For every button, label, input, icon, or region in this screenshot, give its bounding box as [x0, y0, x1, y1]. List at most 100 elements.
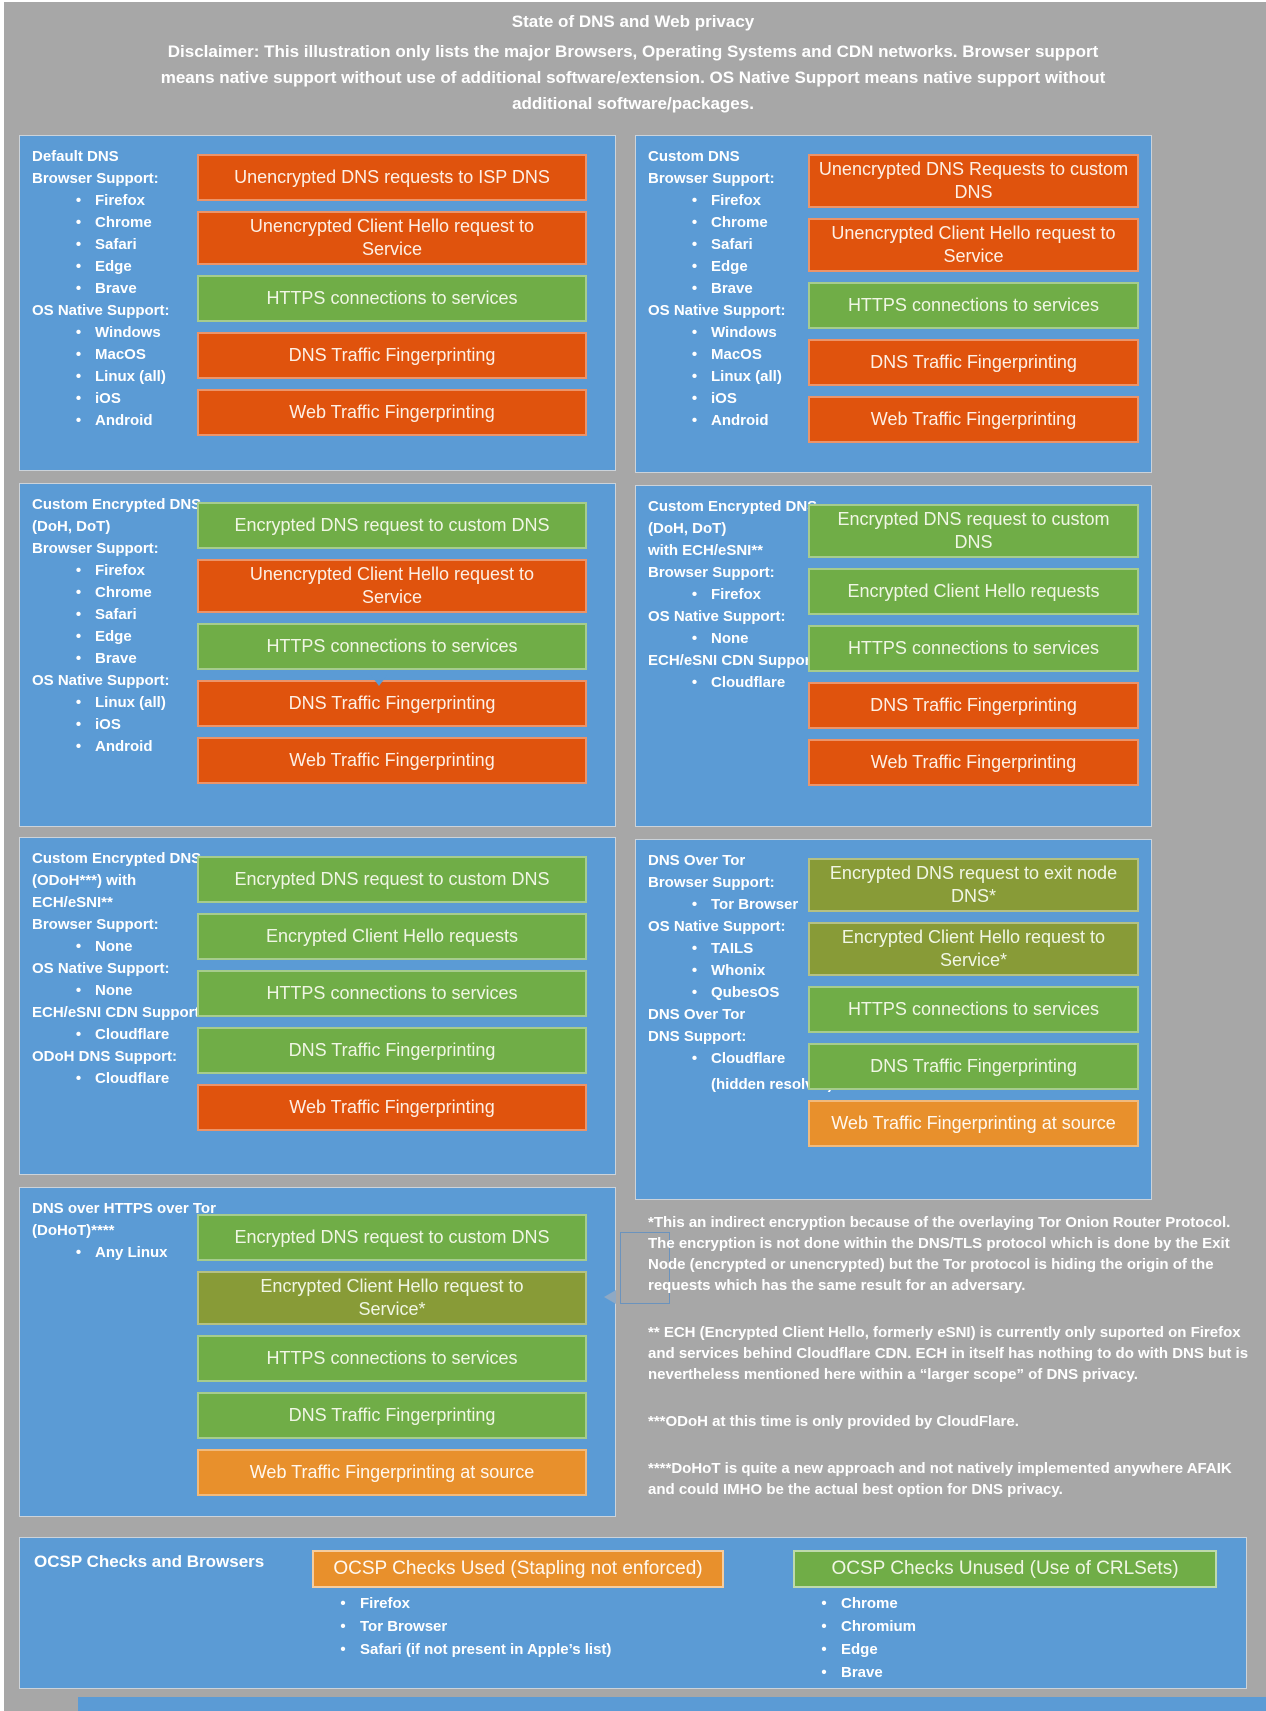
- support-heading: (DoHoT)****: [32, 1222, 115, 1239]
- support-bullet-item: Cloudflare: [32, 1024, 197, 1046]
- support-heading: DNS Over Tor: [648, 852, 746, 869]
- support-bullet-item: None: [648, 628, 808, 650]
- ocsp-unused-browser-list: ChromeChromiumEdgeBrave: [793, 1592, 1217, 1684]
- panel-custom-encrypted-dns-odoh: Custom Encrypted DNS (ODoH***) with ECH/eS…: [19, 837, 616, 1175]
- callout-connector: [620, 1232, 670, 1304]
- ocsp-used-header: OCSP Checks Used (Stapling not enforced): [312, 1550, 724, 1588]
- page-header: State of DNS and Web privacy Disclaimer:…: [0, 0, 1266, 117]
- support-heading: ODoH DNS Support:: [32, 1048, 177, 1065]
- support-list: DNS over HTTPS over Tor (DoHoT)**** Any Li…: [20, 1188, 216, 1516]
- support-bullet-item: QubesOS: [648, 982, 808, 1004]
- status-bars: Encrypted DNS request to exit node DNS* E…: [808, 840, 1151, 1199]
- status-bar: Encrypted DNS request to custom DNS: [808, 504, 1139, 558]
- status-bar: Encrypted DNS request to custom DNS: [197, 856, 587, 903]
- footnote-3: ***ODoH at this time is only provided by…: [648, 1413, 1019, 1430]
- browser-list-item: Chromium: [793, 1615, 1217, 1638]
- support-list: Custom Encrypted DNS (DoH, DoT) with ECH/e…: [636, 486, 821, 826]
- status-bar: Encrypted Client Hello requests: [197, 913, 587, 960]
- panel-dohot: DNS over HTTPS over Tor (DoHoT)**** Any Li…: [19, 1187, 616, 1517]
- status-bar: Unencrypted DNS Requests to custom DNS: [808, 154, 1139, 208]
- status-bar: DNS Traffic Fingerprinting: [197, 680, 587, 727]
- support-bullet-item: Safari: [32, 604, 197, 626]
- support-heading: DNS Over Tor: [648, 1006, 746, 1023]
- status-bar: DNS Traffic Fingerprinting: [808, 682, 1139, 729]
- support-bullet-item: Chrome: [32, 582, 197, 604]
- panel-custom-encrypted-dns-ech-esni: Custom Encrypted DNS (DoH, DoT) with ECH/e…: [635, 485, 1152, 827]
- footnote-4: ****DoHoT is quite a new approach and no…: [648, 1460, 1232, 1498]
- support-heading: (DoH, DoT): [32, 518, 111, 535]
- support-bullet-item: None: [32, 936, 197, 958]
- status-bar: HTTPS connections to services: [197, 623, 587, 670]
- browser-list-item: Tor Browser: [312, 1615, 724, 1638]
- support-bullet-item: Brave: [648, 278, 808, 300]
- browser-list-item: Firefox: [312, 1592, 724, 1615]
- status-bar: Web Traffic Fingerprinting at source: [197, 1449, 587, 1496]
- status-bar: HTTPS connections to services: [808, 986, 1139, 1033]
- support-heading: Browser Support:: [648, 874, 775, 891]
- status-bars: Encrypted DNS request to custom DNS Encry…: [197, 1188, 615, 1516]
- support-bullet-item: Any Linux: [32, 1242, 197, 1264]
- support-bullet-item: Brave: [32, 648, 197, 670]
- support-heading: OS Native Support:: [648, 302, 786, 319]
- status-bars: Encrypted DNS request to custom DNS Unenc…: [197, 484, 615, 826]
- status-bars: Encrypted DNS request to custom DNS Encry…: [808, 486, 1151, 826]
- support-heading: DNS Support:: [648, 1028, 747, 1045]
- support-heading: with ECH/eSNI**: [648, 542, 764, 559]
- support-bullet-item: Edge: [648, 256, 808, 278]
- support-bullet-item: Windows: [32, 322, 197, 344]
- support-heading: Custom DNS: [648, 148, 740, 165]
- status-bar: Encrypted Client Hello request to Servic…: [197, 1271, 587, 1325]
- callout-arrow-icon: [604, 1290, 616, 1304]
- footnotes: *This an indirect encryption because of …: [648, 1212, 1260, 1526]
- status-bars: Encrypted DNS request to custom DNS Encry…: [197, 838, 615, 1174]
- support-bullet-item: Edge: [32, 626, 197, 648]
- support-bullet-item: Cloudflare: [648, 672, 808, 694]
- connector-arrow-icon: [370, 674, 388, 686]
- support-list: Custom DNS Browser Support: FirefoxChromeS…: [636, 136, 808, 472]
- support-bullet-item: iOS: [32, 714, 197, 736]
- support-heading: (ODoH***) with: [32, 872, 137, 889]
- support-heading: ECH/eSNI**: [32, 894, 113, 911]
- status-bar: Encrypted Client Hello request to Servic…: [808, 922, 1139, 976]
- status-bar: DNS Traffic Fingerprinting: [197, 332, 587, 379]
- support-bullet-item: Chrome: [648, 212, 808, 234]
- page-edge-left: [0, 0, 4, 1711]
- support-bullet-item: Firefox: [32, 190, 197, 212]
- page-edge-top: [0, 0, 1266, 2]
- support-bullet-item: Linux (all): [32, 692, 197, 714]
- support-bullet-item: Whonix: [648, 960, 808, 982]
- support-bullet-item: Android: [32, 410, 197, 432]
- support-bullet-item: None: [32, 980, 197, 1002]
- ocsp-used-browser-list: FirefoxTor BrowserSafari (if not present…: [312, 1592, 724, 1661]
- support-bullet-item: MacOS: [32, 344, 197, 366]
- status-bar: DNS Traffic Fingerprinting: [808, 339, 1139, 386]
- status-bar: HTTPS connections to services: [197, 970, 587, 1017]
- support-bullet-item: Cloudflare: [648, 1048, 808, 1070]
- support-bullet-item: Firefox: [32, 560, 197, 582]
- status-bar: Unencrypted DNS requests to ISP DNS: [197, 154, 587, 201]
- ocsp-unused-column: OCSP Checks Unused (Use of CRLSets) Chro…: [793, 1550, 1217, 1684]
- support-list: Custom Encrypted DNS (DoH, DoT) Browser Su…: [20, 484, 201, 826]
- panel-default-dns: Default DNS Browser Support: FirefoxChrome…: [19, 135, 616, 471]
- footnote-2: ** ECH (Encrypted Client Hello, formerly…: [648, 1324, 1249, 1383]
- support-heading: OS Native Support:: [648, 608, 786, 625]
- support-bullet-item: Tor Browser: [648, 894, 808, 916]
- support-bullet-item: Cloudflare: [32, 1068, 197, 1090]
- support-bullet-item: Firefox: [648, 190, 808, 212]
- support-bullet-item: Windows: [648, 322, 808, 344]
- support-bullet-item: Firefox: [648, 584, 808, 606]
- support-note: (hidden resolver): [711, 1076, 833, 1093]
- footnote-1: *This an indirect encryption because of …: [648, 1214, 1231, 1294]
- status-bar: Web Traffic Fingerprinting: [808, 396, 1139, 443]
- panel-custom-encrypted-dns-doh-dot: Custom Encrypted DNS (DoH, DoT) Browser Su…: [19, 483, 616, 827]
- support-heading: Browser Support:: [648, 170, 775, 187]
- status-bars: Unencrypted DNS Requests to custom DNS Un…: [808, 136, 1151, 472]
- browser-list-item: Edge: [793, 1638, 1217, 1661]
- support-bullet-item: iOS: [648, 388, 808, 410]
- support-heading: OS Native Support:: [32, 302, 170, 319]
- support-bullet-item: iOS: [32, 388, 197, 410]
- status-bar: HTTPS connections to services: [808, 282, 1139, 329]
- browser-list-item: Safari (if not present in Apple’s list): [312, 1638, 724, 1661]
- support-bullet-item: Android: [32, 736, 197, 758]
- support-list: Default DNS Browser Support: FirefoxChrome…: [20, 136, 197, 470]
